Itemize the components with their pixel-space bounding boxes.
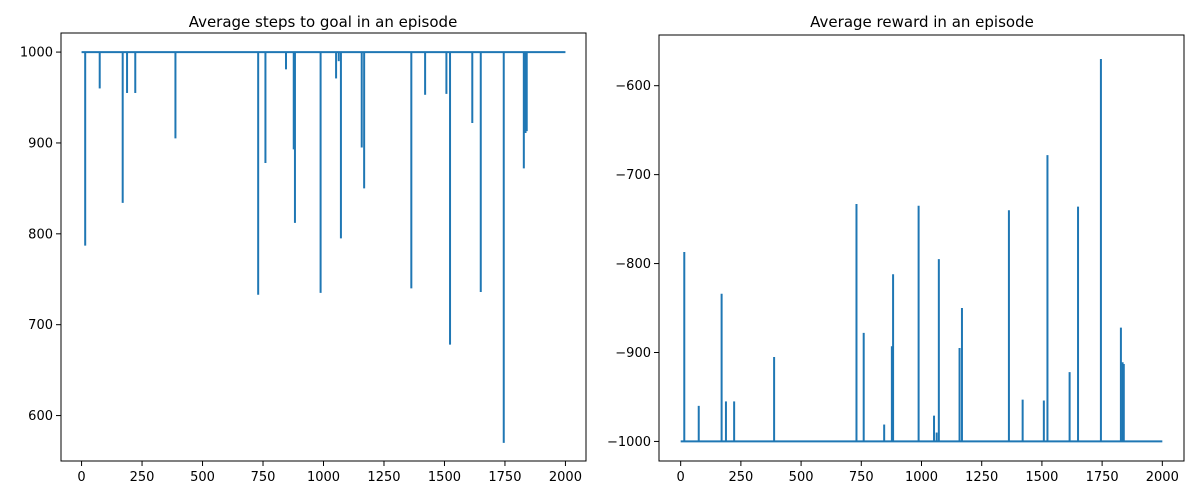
steps-chart-x-tick-label-8: 2000 (549, 470, 582, 485)
steps-chart-panel: Average steps to goal in an episode 0 250… (20, 13, 587, 485)
reward-chart-y-tick-label-3: −700 (615, 168, 651, 183)
reward-chart-y-tick-label-4: −600 (615, 79, 651, 94)
reward-chart-x-tick-label-5: 1250 (965, 470, 998, 485)
steps-chart-y-tick-label-0: 600 (28, 409, 53, 424)
reward-chart-title: Average reward in an episode (810, 13, 1034, 31)
reward-chart-x-tick-label-3: 750 (849, 470, 874, 485)
reward-chart-x-tick-label-4: 1000 (905, 470, 938, 485)
reward-chart-x-tick-label-0: 0 (677, 470, 685, 485)
reward-chart-x-tick-label-2: 500 (789, 470, 814, 485)
reward-chart-x-tick-label-1: 250 (728, 470, 753, 485)
steps-chart-x-tick-label-7: 1750 (488, 470, 521, 485)
reward-chart-x-tick-label-6: 1500 (1025, 470, 1058, 485)
reward-chart-y-tick-label-1: −900 (615, 346, 651, 361)
reward-chart-y-tick-label-0: −1000 (607, 435, 651, 450)
steps-chart-marks (81, 51, 566, 443)
reward-chart-x-tick-label-7: 1750 (1086, 470, 1119, 485)
steps-chart-y-tick-label-4: 1000 (20, 46, 53, 61)
steps-chart-x-tick-label-0: 0 (77, 470, 85, 485)
steps-chart-x-tick-label-4: 1000 (307, 470, 340, 485)
steps-chart-y-axis: 600 700 800 900 1000 (20, 46, 61, 424)
steps-chart-x-tick-label-6: 1500 (428, 470, 461, 485)
steps-chart-y-tick-label-1: 700 (28, 318, 53, 333)
steps-chart-x-tick-label-1: 250 (130, 470, 155, 485)
steps-chart-x-tick-label-5: 1250 (367, 470, 400, 485)
steps-chart-x-axis: 0 250 500 750 1000 1250 1500 1750 2000 (77, 461, 582, 485)
reward-chart-x-tick-label-8: 2000 (1146, 470, 1179, 485)
steps-chart-y-tick-label-3: 900 (28, 136, 53, 151)
reward-chart-panel: Average reward in an episode 0 250 500 750 1… (607, 13, 1185, 485)
steps-chart-y-tick-label-2: 800 (28, 227, 53, 242)
steps-chart-x-tick-label-2: 500 (190, 470, 215, 485)
steps-chart-x-tick-label-3: 750 (251, 470, 276, 485)
reward-chart-marks (680, 59, 1163, 443)
reward-chart-y-tick-label-2: −800 (615, 257, 651, 272)
reward-chart-y-axis: −1000 −900 −800 −700 −600 (607, 79, 659, 450)
steps-chart-title: Average steps to goal in an episode (189, 13, 458, 31)
reward-chart-x-axis: 0 250 500 750 1000 1250 1500 1750 2000 (677, 461, 1179, 485)
